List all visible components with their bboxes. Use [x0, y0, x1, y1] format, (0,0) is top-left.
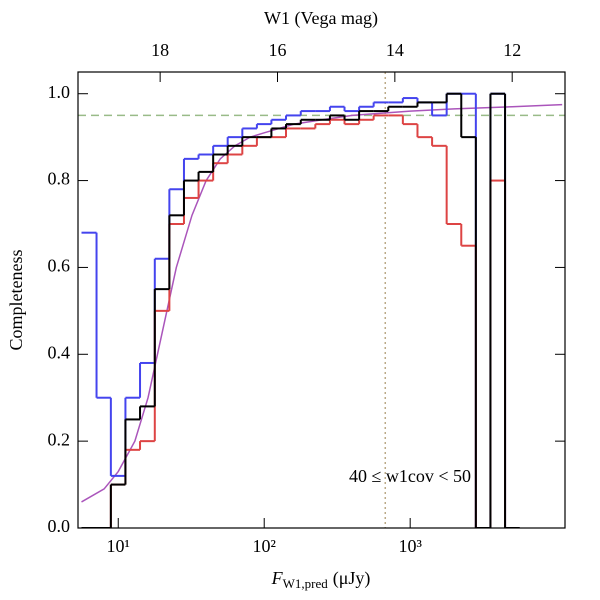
x-label-unit: (μJy) [333, 568, 371, 589]
top-tick-label: 18 [151, 40, 169, 60]
top-axis-label: W1 (Vega mag) [264, 8, 378, 29]
x-tick-label: 10² [253, 536, 276, 556]
top-tick-label: 14 [386, 40, 404, 60]
step-series [81, 92, 520, 528]
y-tick-label: 0.0 [48, 516, 71, 536]
y-tick-label: 0.6 [48, 256, 71, 276]
y-tick-label: 0.4 [48, 342, 71, 362]
annotation: 40 ≤ w1cov < 50 [349, 466, 471, 486]
x-label-main: F [271, 568, 284, 588]
x-axis-label: FW1,pred (μJy) [271, 568, 371, 591]
x-label-sub: W1,pred [283, 576, 329, 591]
step-series [81, 92, 520, 528]
top-tick-label: 16 [268, 40, 286, 60]
x-tick-label: 10¹ [107, 536, 130, 556]
y-tick-label: 0.2 [48, 429, 71, 449]
y-tick-label: 1.0 [48, 82, 71, 102]
x-tick-label: 10³ [398, 536, 422, 556]
y-axis-label: Completeness [6, 250, 26, 351]
frame [77, 71, 566, 529]
plot-area [78, 72, 565, 528]
y-tick-label: 0.8 [48, 169, 71, 189]
top-tick-label: 12 [503, 40, 521, 60]
